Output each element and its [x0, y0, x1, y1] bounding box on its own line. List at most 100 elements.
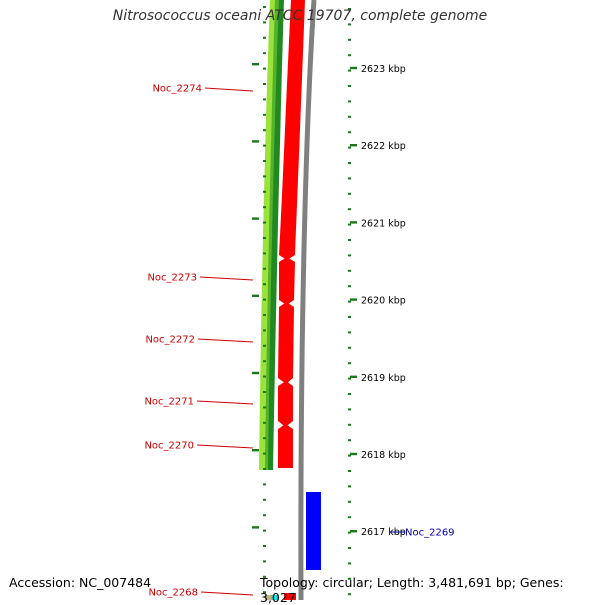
map-title: Nitrosococcus oceani ATCC 19707, complet… [112, 8, 488, 24]
minor-tick [263, 21, 266, 24]
red-gene-noc-2268 [284, 593, 296, 600]
minor-tick [263, 421, 266, 424]
major-tick [350, 530, 357, 533]
gene-label: Noc_2268 [148, 588, 198, 599]
minor-tick [348, 239, 351, 241]
major-tick [252, 526, 259, 529]
accession-text: Accession: NC_007484 [9, 575, 152, 590]
minor-tick [348, 577, 351, 580]
minor-tick [263, 375, 266, 378]
minor-tick [348, 85, 351, 87]
minor-tick [263, 529, 266, 532]
minor-tick [348, 131, 351, 134]
minor-tick [263, 190, 266, 193]
major-tick [350, 66, 357, 70]
minor-tick [348, 316, 351, 318]
minor-tick [263, 344, 266, 347]
minor-tick [348, 177, 351, 180]
minor-tick [263, 283, 266, 286]
major-tick [350, 221, 357, 224]
gene-label: Noc_2270 [144, 441, 194, 452]
gene-label-leaders: Noc_2274 Noc_2273 Noc_2272 Noc_2271 Noc_2270… [144, 84, 454, 599]
minor-tick [348, 300, 351, 303]
major-tick [350, 298, 357, 301]
minor-tick [348, 562, 351, 565]
minor-tick [348, 547, 351, 549]
scale-tick-label: 2620 kbp [361, 296, 406, 307]
major-tick [252, 294, 259, 297]
minor-tick [263, 298, 266, 301]
major-tick [350, 375, 357, 378]
minor-tick [348, 162, 351, 164]
minor-tick [348, 100, 351, 103]
minor-tick [348, 54, 351, 57]
minor-tick [263, 498, 266, 501]
minor-tick [348, 423, 351, 426]
minor-tick [348, 146, 351, 149]
minor-tick [263, 206, 266, 209]
minor-tick [263, 221, 266, 224]
minor-tick [263, 391, 266, 393]
minor-tick [348, 362, 351, 365]
minor-tick [263, 144, 266, 147]
minor-tick [263, 483, 266, 486]
gene-feature-tan [265, 595, 271, 600]
minor-tick [348, 8, 351, 10]
minor-tick [348, 516, 351, 519]
gene-label: Noc_2273 [147, 273, 197, 284]
minor-tick [348, 500, 351, 503]
minor-tick [263, 468, 266, 470]
gene-leader-line [200, 591, 254, 596]
minor-tick [348, 69, 351, 72]
scale-tick-label: 2619 kbp [361, 373, 406, 384]
minor-tick [263, 452, 266, 455]
minor-tick [348, 408, 351, 411]
scale-tick-label: 2621 kbp [361, 218, 406, 229]
minor-tick [263, 575, 266, 578]
minor-tick [263, 252, 266, 255]
major-tick [350, 144, 357, 147]
minor-tick [263, 36, 266, 39]
minor-tick [263, 113, 266, 116]
red-gene-noc-2270 [278, 424, 293, 468]
minor-tick [263, 314, 266, 316]
gene-label: Noc_2271 [144, 397, 194, 408]
red-gene-noc-2271 [278, 381, 293, 427]
genome-backbone [298, 0, 317, 600]
major-tick [252, 140, 259, 143]
gene-label: Noc_2272 [145, 335, 195, 346]
major-tick [252, 449, 259, 452]
green-band-inner [268, 0, 284, 470]
scale-tick-label: 2617 kbp [361, 527, 406, 538]
minor-tick [263, 267, 266, 270]
blue-gene-noc-2269 [306, 492, 321, 570]
minor-tick [348, 346, 351, 349]
major-tick [252, 371, 259, 375]
minor-tick [263, 360, 266, 363]
scale-tick-label: 2623 kbp [361, 64, 406, 75]
minor-tick [263, 329, 266, 332]
scale-tick-label: 2622 kbp [361, 141, 406, 152]
minor-tick [348, 531, 351, 534]
gene-leader-line [199, 276, 254, 281]
minor-tick [263, 98, 266, 101]
gene-label: Noc_2274 [152, 84, 202, 95]
minor-tick [348, 115, 351, 118]
red-gene-noc-2273 [279, 257, 295, 305]
red-gene-noc-2272 [278, 302, 294, 384]
minor-tick [348, 439, 351, 442]
minor-tick [263, 67, 266, 70]
minor-tick [348, 269, 351, 272]
scale-tick-label: 2618 kbp [361, 450, 406, 461]
minor-tick [348, 38, 351, 41]
major-tick [252, 63, 259, 66]
minor-tick [263, 6, 266, 8]
minor-tick [263, 437, 266, 440]
minor-tick [263, 560, 266, 563]
gene-feature-cyan [271, 595, 278, 600]
minor-tick [348, 393, 351, 395]
major-tick [252, 217, 259, 220]
tick-marks: 2623 kbp 2622 kbp 2621 kbp 2620 kbp 2619 kbp… [252, 6, 406, 596]
minor-tick [263, 83, 266, 85]
